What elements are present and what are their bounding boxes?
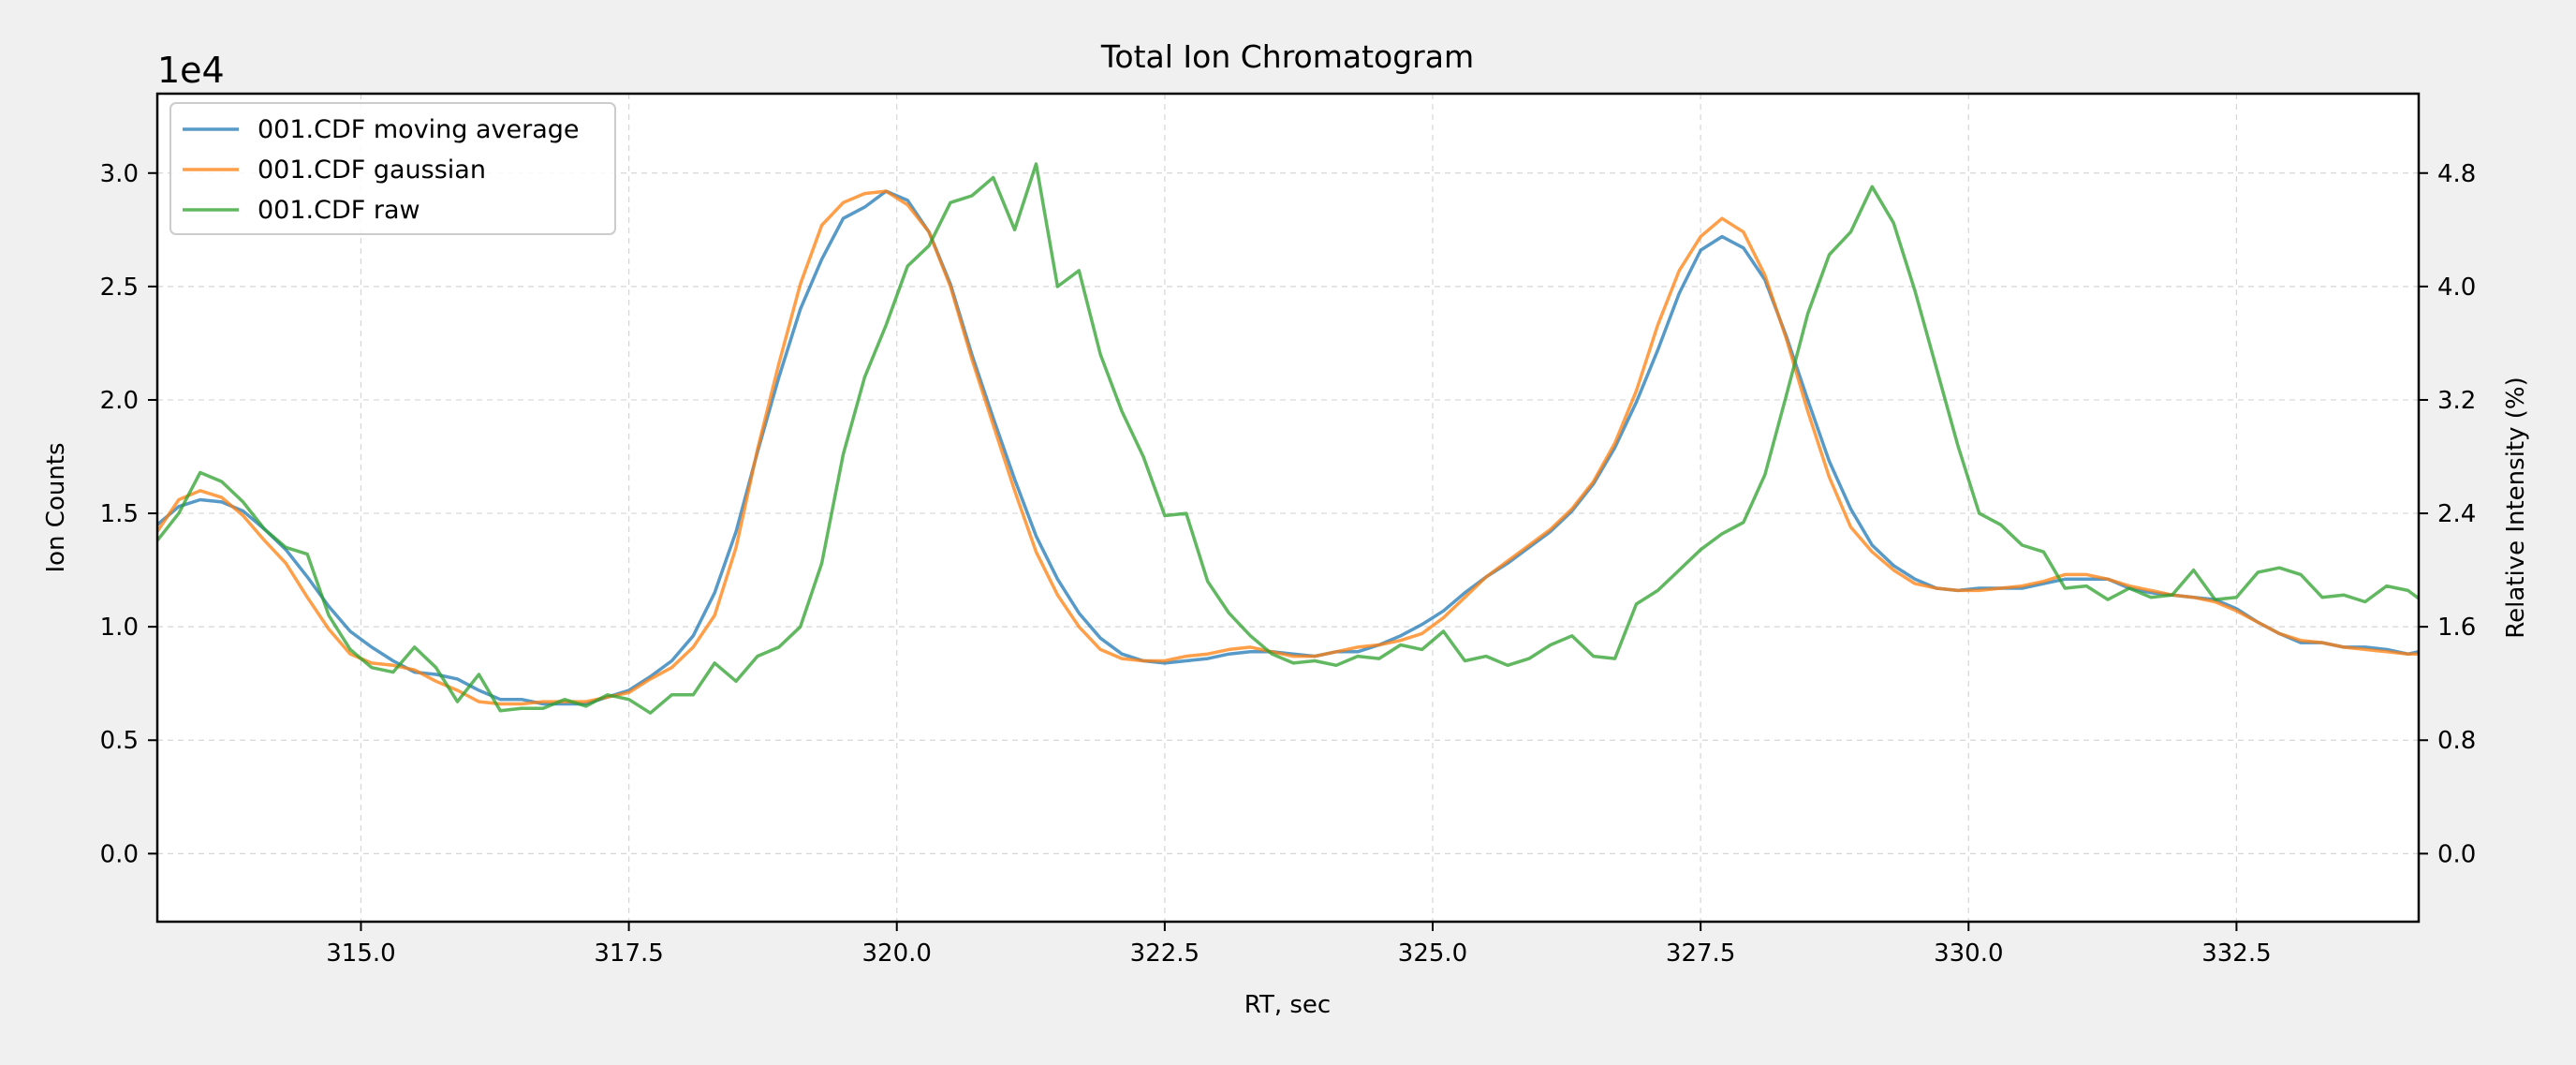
y-tick-label: 0.0 [100, 840, 139, 868]
x-axis-label: RT, sec [1244, 991, 1331, 1019]
x-tick-label: 330.0 [1934, 939, 2003, 968]
y2-tick-label: 0.0 [2437, 840, 2476, 868]
y2-tick-label: 3.2 [2437, 387, 2476, 415]
x-tick-label: 320.0 [862, 939, 932, 968]
series-line-3 [157, 162, 2419, 715]
y2-tick-label: 4.0 [2437, 274, 2476, 302]
x-tick-label: 322.5 [1130, 939, 1200, 968]
legend-label: 001.CDF gaussian [258, 155, 486, 185]
x-tick-label: 317.5 [594, 939, 663, 968]
y2-tick-label: 1.6 [2437, 614, 2476, 642]
series-lines [157, 162, 2419, 715]
x-tick-label: 327.5 [1666, 939, 1735, 968]
y2-tick-label: 2.4 [2437, 500, 2476, 528]
x-tick-label: 315.0 [326, 939, 395, 968]
series-line-2 [157, 189, 2419, 706]
plot-frame [155, 92, 2421, 924]
legend-label: 001.CDF moving average [258, 115, 580, 144]
y-tick-label: 1.0 [100, 614, 139, 642]
y-tick-label: 2.0 [100, 387, 139, 415]
y-tick-label: 3.0 [100, 160, 139, 188]
chart-title: Total Ion Chromatogram [1100, 38, 1474, 75]
y-axis-label: Ion Counts [42, 442, 70, 572]
y-tick-label: 0.5 [100, 727, 139, 755]
x-tick-label: 332.5 [2201, 939, 2271, 968]
y-offset-text: 1e4 [157, 50, 225, 91]
y2-tick-label: 4.8 [2437, 160, 2476, 188]
legend-box [169, 102, 616, 235]
y2-axis-ticks: 0.0 0.8 1.6 2.4 3.2 4.0 4.8 [2419, 160, 2476, 868]
y2-tick-label: 0.8 [2437, 727, 2476, 755]
y-tick-label: 1.5 [100, 500, 139, 528]
legend: 001.CDF moving average 001.CDF gaussian 00… [169, 102, 616, 235]
y-axis-ticks: 0.0 0.5 1.0 1.5 2.0 2.5 3.0 [100, 160, 157, 868]
x-tick-label: 325.0 [1398, 939, 1467, 968]
x-axis-ticks: 315.0 317.5 320.0 322.5 325.0 327.5 330.0 332.5 [326, 922, 2272, 968]
legend-label: 001.CDF raw [258, 196, 420, 225]
y-tick-label: 2.5 [100, 274, 139, 302]
y2-axis-label: Relative Intensity (%) [2502, 377, 2530, 639]
